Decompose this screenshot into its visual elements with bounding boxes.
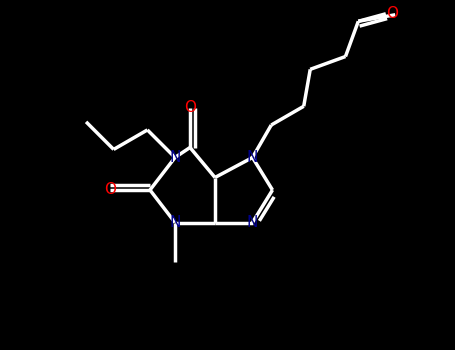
Text: N: N xyxy=(169,150,181,165)
Text: N: N xyxy=(247,215,258,230)
Text: O: O xyxy=(104,182,116,197)
Text: O: O xyxy=(184,100,196,115)
Text: O: O xyxy=(386,6,398,21)
Text: N: N xyxy=(169,215,181,230)
Text: N: N xyxy=(247,150,258,165)
